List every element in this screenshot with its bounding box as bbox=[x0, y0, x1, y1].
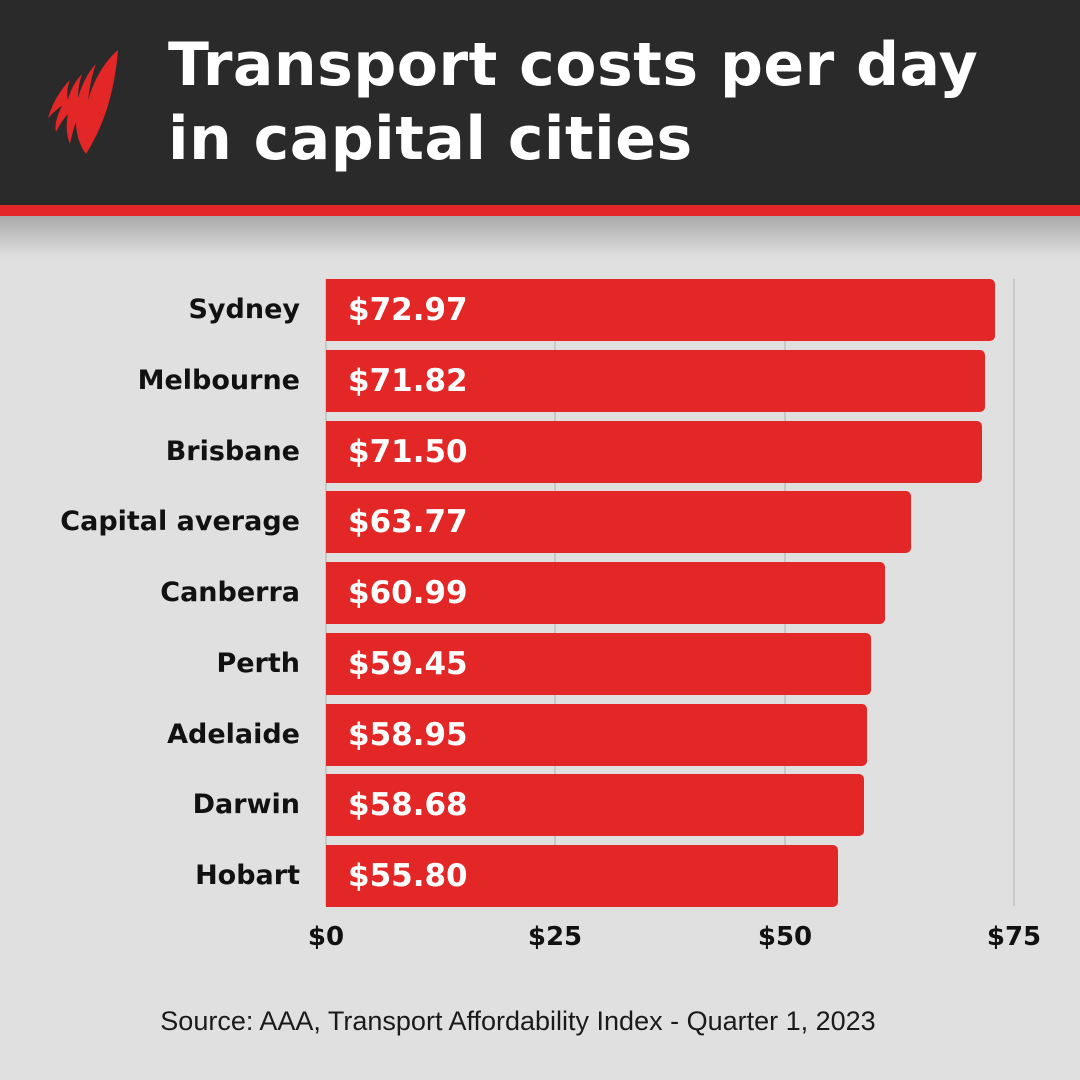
bar-row: Perth $59.45 bbox=[0, 632, 1080, 695]
page-title: Transport costs per day in capital citie… bbox=[168, 28, 978, 176]
bar-row: Darwin $58.68 bbox=[0, 774, 1080, 837]
bar-row: Melbourne $71.82 bbox=[0, 349, 1080, 412]
bar-row: Hobart $55.80 bbox=[0, 845, 1080, 907]
x-tick-75: $75 bbox=[986, 922, 1042, 952]
bar-label: Darwin bbox=[192, 789, 300, 821]
bar-label: Hobart bbox=[195, 860, 300, 891]
bar-row: Adelaide $58.95 bbox=[0, 703, 1080, 766]
bar-value-label: $72.97 bbox=[348, 292, 468, 328]
bar-value-label: $60.99 bbox=[348, 575, 468, 611]
bar-value-label: $55.80 bbox=[348, 858, 468, 894]
bar: $60.99 bbox=[326, 562, 886, 624]
bar: $58.68 bbox=[326, 774, 865, 837]
gridline-75 bbox=[1013, 279, 1015, 906]
source-note: Source: AAA, Transport Affordability Ind… bbox=[160, 1006, 876, 1036]
bar-value-label: $59.45 bbox=[348, 645, 468, 682]
bar-row: Brisbane $71.50 bbox=[0, 420, 1080, 483]
bar: $63.77 bbox=[326, 491, 911, 554]
bar-label: Melbourne bbox=[137, 364, 300, 396]
bar: $71.82 bbox=[326, 349, 985, 412]
header-band bbox=[0, 0, 1080, 205]
bar-row: Sydney $72.97 bbox=[0, 279, 1080, 341]
x-tick-50: $50 bbox=[757, 922, 813, 952]
bar-value-label: $58.95 bbox=[348, 716, 468, 753]
bar: $58.95 bbox=[326, 703, 867, 766]
bar: $55.80 bbox=[326, 845, 838, 907]
bar: $72.97 bbox=[326, 279, 996, 341]
bar: $71.50 bbox=[326, 420, 982, 483]
sbs-logo-icon bbox=[48, 50, 118, 154]
bar-value-label: $58.68 bbox=[348, 787, 468, 824]
bar: $59.45 bbox=[326, 632, 872, 695]
bar-value-label: $71.82 bbox=[348, 362, 468, 399]
bar-label: Brisbane bbox=[165, 435, 300, 467]
x-tick-25: $25 bbox=[527, 922, 583, 952]
bar-row: Canberra $60.99 bbox=[0, 562, 1080, 624]
bar-value-label: $63.77 bbox=[348, 504, 468, 541]
bar-value-label: $71.50 bbox=[348, 433, 468, 470]
bar-label: Capital average bbox=[60, 506, 300, 538]
title-line-1: Transport costs per day bbox=[168, 30, 979, 100]
bar-label: Canberra bbox=[160, 577, 300, 608]
bar-label: Adelaide bbox=[167, 718, 300, 750]
header-shadow bbox=[0, 216, 1080, 258]
x-tick-0: $0 bbox=[307, 922, 345, 952]
header-accent-stripe bbox=[0, 205, 1080, 216]
bar-label: Sydney bbox=[188, 294, 300, 325]
title-line-2: in capital cities bbox=[168, 104, 693, 174]
bar-label: Perth bbox=[216, 647, 300, 679]
bar-row: Capital average $63.77 bbox=[0, 491, 1080, 554]
